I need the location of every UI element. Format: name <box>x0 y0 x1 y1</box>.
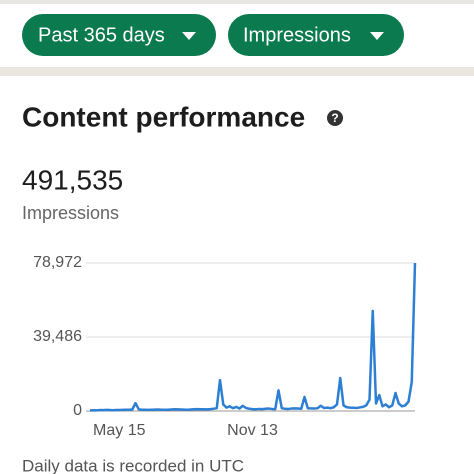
dropdown-arrow <box>370 32 384 40</box>
total-label: Impressions <box>22 203 119 223</box>
y-tick-label: 78,972 <box>33 254 82 271</box>
chart: 0 39,486 78,972 May 15 Nov 13 <box>33 254 417 439</box>
x-tick-label: May 15 <box>93 422 146 439</box>
y-tick-label: 39,486 <box>33 328 82 345</box>
period-label[interactable]: Past 365 days <box>38 24 165 46</box>
data-line <box>89 262 417 412</box>
total-value: 491,535 <box>22 164 123 195</box>
metric-button[interactable] <box>228 14 404 56</box>
dropdown-arrow <box>182 32 196 40</box>
metric-label[interactable]: Impressions <box>243 24 351 46</box>
divider <box>0 67 474 76</box>
y-tick-label: 0 <box>73 402 82 419</box>
period-button[interactable] <box>22 14 216 56</box>
footnote: Daily data is recorded in UTC <box>22 456 244 474</box>
section-title: Content performance <box>22 101 305 132</box>
x-tick-label: Nov 13 <box>227 422 278 439</box>
help-mark: ? <box>331 111 338 125</box>
top-strip <box>0 0 474 4</box>
help-icon[interactable] <box>327 110 343 126</box>
